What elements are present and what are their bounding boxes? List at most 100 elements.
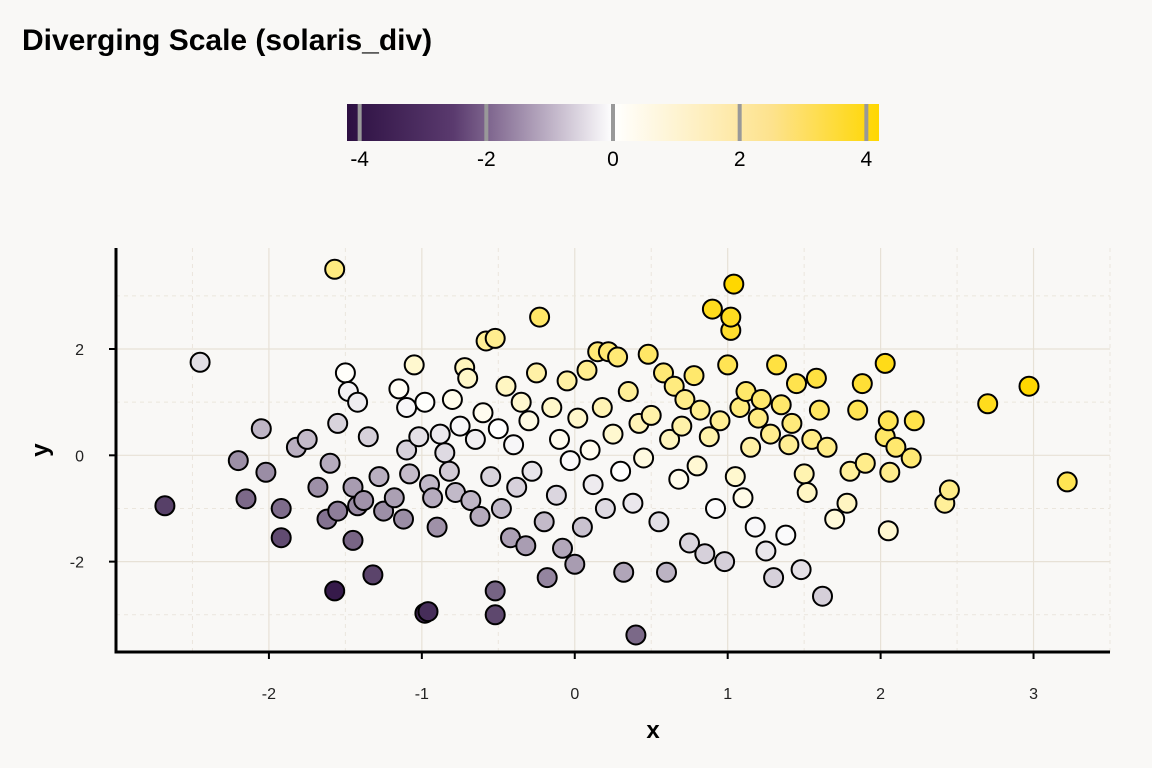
data-point — [836, 492, 858, 514]
x-tick-label: -1 — [415, 686, 429, 703]
data-point — [790, 559, 812, 581]
data-point — [533, 511, 555, 533]
data-point — [487, 418, 509, 440]
data-point — [564, 553, 586, 575]
data-point — [805, 367, 827, 389]
data-point — [877, 410, 899, 432]
data-point — [847, 399, 869, 421]
x-tick-label: 1 — [723, 686, 732, 703]
data-point — [705, 498, 726, 519]
data-point — [778, 434, 800, 456]
data-point — [417, 601, 439, 623]
data-point — [414, 391, 436, 413]
scatter-points — [154, 258, 1078, 646]
data-point — [709, 410, 731, 432]
data-point — [656, 561, 677, 583]
data-point — [556, 370, 578, 392]
data-point — [457, 367, 479, 389]
data-point — [576, 359, 598, 381]
chart-title: Diverging Scale (solaris_div) — [22, 24, 433, 57]
data-point — [235, 488, 257, 510]
x-tick-label: 3 — [1029, 686, 1038, 703]
data-point — [770, 394, 792, 416]
data-point — [824, 508, 846, 530]
data-point — [521, 460, 543, 482]
data-point — [903, 410, 925, 432]
data-point — [602, 423, 624, 445]
data-point — [591, 397, 613, 418]
data-point — [324, 258, 346, 280]
x-tick-label: -2 — [262, 686, 276, 703]
data-point — [506, 476, 528, 498]
data-point — [694, 543, 716, 565]
data-point — [1018, 375, 1040, 397]
data-point — [582, 474, 604, 496]
data-point — [775, 524, 797, 546]
data-point — [571, 516, 593, 538]
data-point — [327, 500, 349, 522]
data-point — [526, 362, 547, 384]
data-point — [717, 354, 739, 376]
data-point — [559, 450, 581, 472]
data-point — [723, 273, 745, 295]
data-point — [625, 624, 647, 646]
data-point — [510, 391, 532, 413]
data-point — [750, 389, 772, 410]
data-point — [659, 428, 681, 450]
data-point — [714, 551, 736, 573]
data-point — [594, 498, 616, 519]
data-point — [567, 407, 589, 429]
data-point — [701, 298, 723, 320]
colorbar: -4 -2 0 2 4 — [347, 104, 879, 171]
data-point — [250, 418, 272, 440]
data-point — [307, 476, 329, 498]
colorbar-tick-label: 0 — [607, 148, 619, 171]
data-point — [977, 393, 999, 415]
data-point — [484, 327, 506, 349]
y-tick-label: -2 — [70, 555, 84, 572]
data-point — [495, 375, 517, 397]
data-point — [607, 346, 629, 368]
data-point — [362, 564, 384, 586]
data-point — [460, 490, 482, 511]
x-tick-label: 2 — [876, 686, 885, 703]
colorbar-tick-label: -4 — [350, 148, 369, 171]
data-point — [744, 516, 766, 538]
data-point — [327, 412, 349, 434]
axes: -2 -1 0 1 2 3 -2 0 2 x y — [27, 248, 1110, 744]
data-point — [766, 354, 788, 376]
data-point — [441, 389, 463, 410]
data-point — [640, 404, 662, 426]
data-point — [1056, 471, 1078, 493]
data-point — [793, 463, 815, 485]
data-point — [786, 373, 807, 395]
data-point — [469, 505, 491, 527]
data-point — [879, 461, 901, 483]
data-point — [357, 426, 379, 448]
data-point — [674, 389, 696, 410]
data-point — [319, 452, 341, 474]
data-point — [698, 426, 720, 448]
data-point — [472, 402, 494, 424]
data-point — [760, 423, 781, 445]
data-point — [518, 410, 540, 432]
data-point — [720, 306, 742, 328]
data-point — [938, 479, 960, 501]
data-point — [449, 415, 471, 437]
data-point — [854, 452, 876, 474]
data-point — [671, 415, 693, 437]
data-point — [668, 468, 690, 490]
data-point — [877, 520, 899, 542]
data-point — [484, 580, 506, 602]
data-point — [270, 498, 292, 519]
y-tick-label: 2 — [75, 342, 84, 359]
y-tick-label: 0 — [75, 448, 84, 465]
data-point — [755, 540, 777, 562]
data-point — [808, 399, 830, 421]
data-point — [324, 580, 346, 602]
data-point — [622, 492, 644, 514]
data-point — [334, 362, 356, 384]
y-axis-title: y — [27, 443, 54, 457]
data-point — [536, 567, 558, 589]
